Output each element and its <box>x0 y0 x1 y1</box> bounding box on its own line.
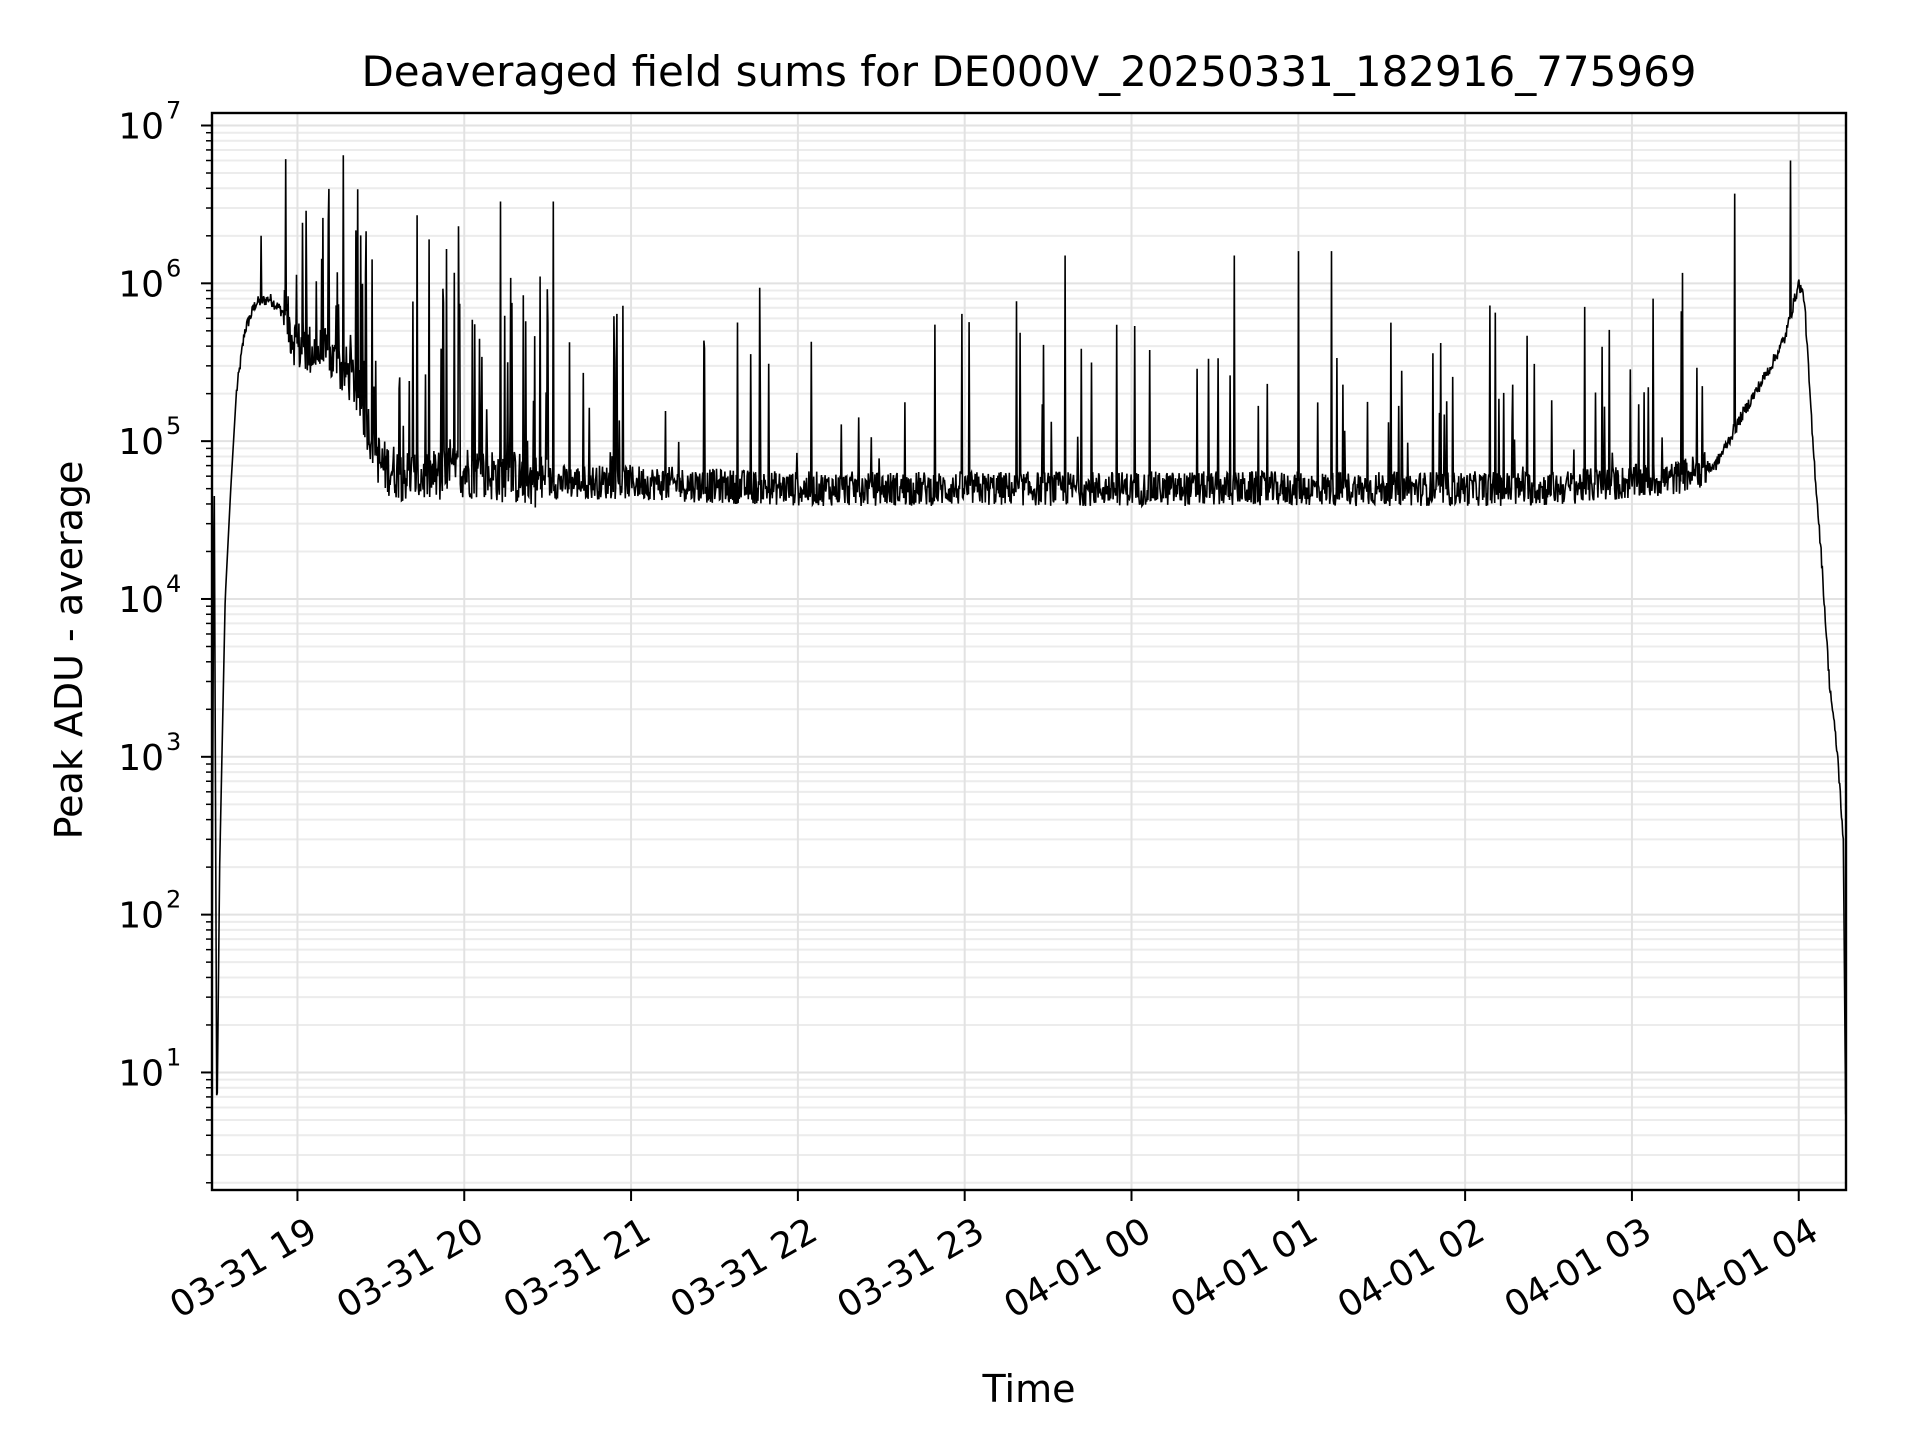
y-tick-label: 10 <box>118 1053 164 1094</box>
y-tick-label: 10 <box>118 896 164 937</box>
plot-area <box>212 155 1846 1156</box>
y-tick-label: 10 <box>118 580 164 621</box>
major-gridlines <box>212 113 1846 1190</box>
y-tick-label: 10 <box>118 738 164 779</box>
y-tick-exponent: 2 <box>166 886 181 914</box>
y-tick-label: 10 <box>118 422 164 463</box>
chart-title: Deaveraged field sums for DE000V_2025033… <box>361 47 1696 96</box>
y-axis-label: Peak ADU - average <box>47 461 91 840</box>
y-tick-label: 10 <box>118 264 164 305</box>
plot-frame <box>210 111 1848 1192</box>
series-line <box>212 155 1846 1156</box>
y-tick-label: 10 <box>118 106 164 147</box>
y-tick-exponent: 1 <box>166 1043 181 1071</box>
y-tick-exponent: 6 <box>166 254 181 282</box>
y-tick-exponent: 5 <box>166 412 181 440</box>
y-tick-exponent: 3 <box>166 728 181 756</box>
y-tick-exponent: 7 <box>166 96 181 124</box>
x-axis-label: Time <box>982 1367 1076 1411</box>
y-tick-exponent: 4 <box>166 570 181 598</box>
